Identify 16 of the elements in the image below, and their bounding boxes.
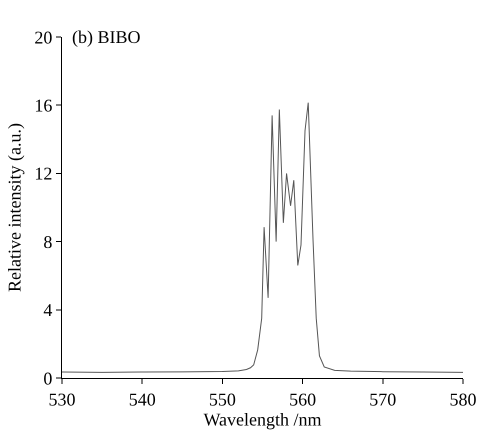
line-series [62,102,463,373]
y-tick-label: 4 [43,300,52,320]
x-tick-label: 560 [289,390,316,410]
y-tick-label: 20 [34,27,52,48]
x-tick-label: 580 [450,390,476,410]
x-tick-label: 540 [128,390,156,410]
annotation: (b) BIBO [72,27,140,47]
x-tick-label: 530 [48,390,76,410]
y-tick-label: 16 [34,96,52,116]
x-axis-title: Wavelength /nm [203,410,322,430]
x-tick-label: 570 [369,390,396,410]
y-tick-label: 0 [43,368,52,388]
y-tick-label: 12 [34,164,52,184]
x-tick-label: 550 [208,390,236,410]
y-tick-label: 8 [43,232,52,252]
y-axis-title: Relative intensity (a.u.) [4,123,25,292]
